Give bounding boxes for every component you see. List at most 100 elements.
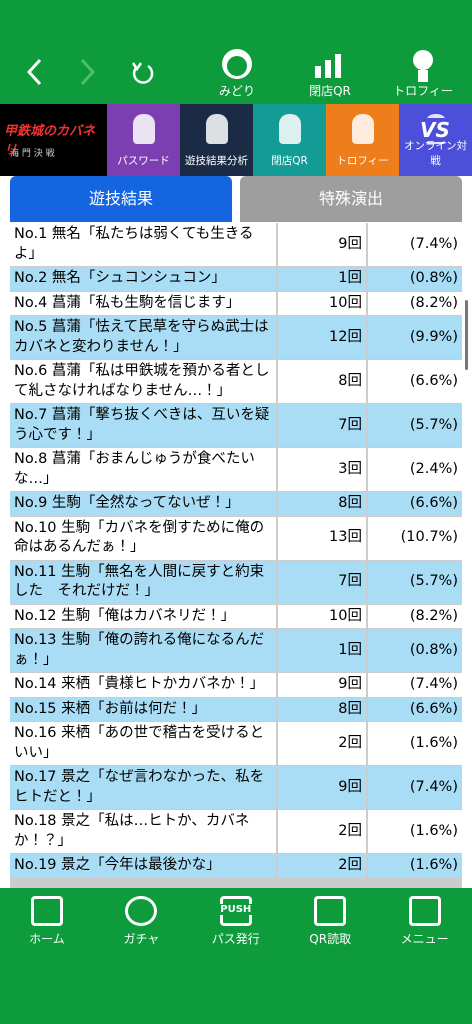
nav-label: メニュー xyxy=(400,932,449,946)
row-percent: (0.8%) xyxy=(368,629,462,672)
nav-label: パス発行 xyxy=(211,932,260,946)
back-button[interactable] xyxy=(26,58,42,86)
row-label: No.7 菖蒲「撃ち抜くべきは、互いを疑う心です！」 xyxy=(10,404,276,447)
row-count: 7回 xyxy=(278,560,366,604)
forward-button[interactable] xyxy=(80,58,96,86)
row-percent: (5.7%) xyxy=(368,404,462,447)
tab[interactable]: 特殊演出 xyxy=(240,176,462,222)
menu-label: 閉店QR xyxy=(271,155,308,167)
row-label: No.16 来栖「あの世で稽古を受けるといい」 xyxy=(10,722,276,765)
table-row: No.17 景之「なぜ言わなかった、私をヒトだと！」 9回 (7.4%) xyxy=(10,766,462,809)
row-label: No.8 菖蒲「おまんじゅうが食べたいな…」 xyxy=(10,448,276,491)
row-count: 2回 xyxy=(278,722,366,765)
refresh-button[interactable] xyxy=(132,64,154,84)
row-label: No.2 無名「シュコンシュコン」 xyxy=(10,267,276,291)
row-percent: (1.6%) xyxy=(368,810,462,853)
row-count: 3回 xyxy=(278,448,366,491)
nav-icon xyxy=(31,896,63,926)
menu-strip: 甲鉄城のカバネリ 海 門 決 戦 パスワード 遊技結果分析 閉店QR トロフィー VS オ… xyxy=(0,104,472,176)
row-percent: (7.4%) xyxy=(368,223,462,266)
row-label: No.17 景之「なぜ言わなかった、私をヒトだと！」 xyxy=(10,766,276,809)
row-percent: (6.6%) xyxy=(368,697,462,721)
table-row: No.8 菖蒲「おまんじゅうが食べたいな…」 3回 (2.4%) xyxy=(10,448,462,491)
row-percent: (8.2%) xyxy=(368,604,462,628)
nav-icon xyxy=(408,896,441,926)
table-row: No.18 景之「私は…ヒトか、カバネか！？」 2回 (1.6%) xyxy=(10,810,462,853)
menu-item[interactable]: VS オンライン対戦 xyxy=(399,104,472,176)
top-label[interactable]: トロフィー xyxy=(393,84,453,98)
row-percent: (10.7%) xyxy=(368,516,462,560)
menu-item[interactable]: パスワード xyxy=(107,104,180,176)
bottom-nav: ホーム ガチャ PUSH パス発行 QR読取 メニュー xyxy=(0,888,472,1024)
menu-icon xyxy=(206,114,228,144)
row-count: 9回 xyxy=(278,673,366,697)
row-label: No.13 生駒「俺の誇れる俺になるんだぁ！」 xyxy=(10,629,276,672)
table-row: No.13 生駒「俺の誇れる俺になるんだぁ！」 1回 (0.8%) xyxy=(10,629,462,672)
nav-item[interactable]: QR読取 xyxy=(283,896,377,947)
top-bar: みどり 閉店QR トロフィー xyxy=(0,0,472,104)
trophy-icon[interactable] xyxy=(413,50,433,70)
top-label[interactable]: 閉店QR xyxy=(309,84,351,98)
qr-icon-bar xyxy=(335,54,341,78)
row-count: 10回 xyxy=(278,604,366,628)
menu-label: トロフィー xyxy=(336,155,389,167)
nav-item[interactable]: ガチャ xyxy=(94,896,188,947)
nav-label: ガチャ xyxy=(123,932,160,946)
nav-icon xyxy=(125,896,158,926)
vs-badge: VS xyxy=(413,118,457,142)
row-label: No.18 景之「私は…ヒトか、カバネか！？」 xyxy=(10,810,276,853)
table-row: No.16 来栖「あの世で稽古を受けるといい」 2回 (1.6%) xyxy=(10,722,462,765)
row-percent: (6.6%) xyxy=(368,492,462,516)
menu-icon xyxy=(133,114,155,144)
table-row: No.2 無名「シュコンシュコン」 1回 (0.8%) xyxy=(10,267,462,291)
logo-subtext: 海 門 決 戦 xyxy=(10,149,55,159)
table-row: No.4 菖蒲「私も生駒を信じます」 10回 (8.2%) xyxy=(10,291,462,315)
row-count: 13回 xyxy=(278,516,366,560)
nav-item[interactable]: ホーム xyxy=(0,896,94,947)
row-label: No.1 無名「私たちは弱くても生きるよ」 xyxy=(10,223,276,266)
menu-icon xyxy=(352,114,374,144)
menu-item[interactable]: トロフィー xyxy=(326,104,399,176)
menu-icon xyxy=(279,114,301,144)
row-percent: (9.9%) xyxy=(368,316,462,359)
nav-item[interactable]: PUSH パス発行 xyxy=(189,896,283,947)
table-row: No.11 生駒「無名を人間に戻すと約束した それだけだ！」 7回 (5.7%) xyxy=(10,560,462,604)
logo[interactable]: 甲鉄城のカバネリ 海 門 決 戦 xyxy=(0,104,107,176)
table-row: No.5 菖蒲「怯えて民草を守らぬ武士はカバネと変わりません！」 12回 (9.9%… xyxy=(10,316,462,359)
trophy-body xyxy=(418,70,428,82)
row-percent: (7.4%) xyxy=(368,673,462,697)
row-count: 1回 xyxy=(278,267,366,291)
nav-icon xyxy=(314,896,347,926)
row-label: No.11 生駒「無名を人間に戻すと約束した それだけだ！」 xyxy=(10,560,276,604)
row-percent: (6.6%) xyxy=(368,360,462,403)
menu-item[interactable]: 閉店QR xyxy=(253,104,326,176)
logo-text: 甲鉄城のカバネリ xyxy=(4,124,96,158)
nav-item[interactable]: メニュー xyxy=(378,896,472,947)
top-label[interactable]: みどり xyxy=(218,84,255,98)
menu-label: オンライン対戦 xyxy=(404,140,467,167)
tab-bar: 遊技結果 特殊演出 xyxy=(0,176,472,223)
table-row: No.19 景之「今年は最後かな」 2回 (1.6%) xyxy=(10,854,462,878)
row-percent: (1.6%) xyxy=(368,722,462,765)
menu-item[interactable]: 遊技結果分析 xyxy=(180,104,253,176)
row-count: 7回 xyxy=(278,404,366,447)
table-row: No.1 無名「私たちは弱くても生きるよ」 9回 (7.4%) xyxy=(10,223,462,266)
qr-icon-bar[interactable] xyxy=(315,66,321,78)
table-row: No.15 来栖「お前は何だ！」 8回 (6.6%) xyxy=(10,697,462,721)
menu-label: 遊技結果分析 xyxy=(185,155,248,167)
table-row: No.10 生駒「カバネを倒すために俺の命はあるんだぁ！」 13回 (10.7%) xyxy=(10,516,462,560)
menu-label: パスワード xyxy=(117,155,170,167)
scrollbar xyxy=(465,300,468,370)
result-table: No.1 無名「私たちは弱くても生きるよ」 9回 (7.4%) No.2 無名「シュコ… xyxy=(10,223,462,888)
row-percent: (0.8%) xyxy=(368,267,462,291)
midori-face xyxy=(227,56,247,76)
table-row: No.7 菖蒲「撃ち抜くべきは、互いを疑う心です！」 7回 (5.7%) xyxy=(10,404,462,447)
row-label: No.5 菖蒲「怯えて民草を守らぬ武士はカバネと変わりません！」 xyxy=(10,316,276,359)
refresh-arrow xyxy=(131,62,143,72)
table-row: No.14 来栖「貴様ヒトかカバネか！」 9回 (7.4%) xyxy=(10,673,462,697)
nav-label: QR読取 xyxy=(309,932,352,946)
row-percent: (2.4%) xyxy=(368,448,462,491)
row-count: 10回 xyxy=(278,291,366,315)
tab[interactable]: 遊技結果 xyxy=(10,176,232,222)
